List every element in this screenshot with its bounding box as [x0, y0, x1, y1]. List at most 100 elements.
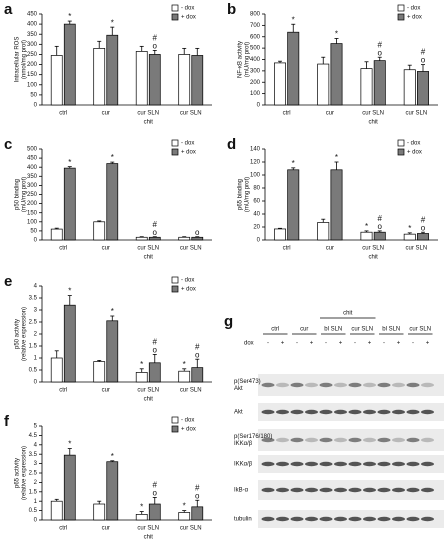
blot-dox: dox — [244, 341, 254, 347]
bar — [135, 514, 148, 521]
error-bar — [67, 295, 72, 306]
bar — [191, 236, 204, 241]
error-bar — [420, 64, 425, 72]
blot-band — [334, 437, 347, 443]
blot-row-label: tubulin — [234, 517, 252, 523]
significance-mark: o — [421, 223, 426, 232]
x-tick-label: cur SLN — [137, 246, 159, 252]
legend-swatch — [397, 148, 405, 156]
significance-mark: o — [153, 42, 158, 51]
x-tick-label: cur SLN — [406, 246, 428, 252]
blot-dox-sign: - — [267, 341, 269, 347]
y-tick-label: 150 — [27, 210, 38, 216]
legend-label: - dox — [407, 6, 420, 12]
y-tick-label: 800 — [250, 12, 261, 18]
y-tick-label: 2.5 — [29, 471, 38, 477]
legend-label: - dox — [181, 278, 194, 284]
x-tick-label: ctrl — [59, 246, 67, 252]
x-tick-label: cur — [102, 111, 110, 117]
blot-band — [305, 437, 318, 443]
blot-band — [348, 409, 362, 415]
x-tick-label: cur SLN — [137, 388, 159, 394]
blot-band — [276, 409, 289, 415]
y-tick-label: 400 — [27, 22, 38, 28]
error-bar — [182, 47, 187, 55]
blot-band — [319, 437, 333, 443]
error-bar — [97, 40, 102, 49]
bar — [63, 23, 76, 106]
error-bar — [67, 166, 72, 169]
blot-dox-sign: + — [310, 341, 314, 347]
bar — [330, 169, 343, 241]
x-tick-label: cur — [102, 246, 110, 252]
panel-label: f — [4, 413, 10, 430]
y-tick-label: 300 — [27, 42, 38, 48]
y-tick-label: 350 — [27, 32, 38, 38]
x-tick-label: cur — [102, 526, 110, 532]
legend-swatch — [171, 148, 179, 156]
y-tick-label: 0.5 — [29, 508, 38, 514]
blot-band — [406, 516, 420, 522]
blot-band — [261, 487, 275, 493]
significance-mark: * — [335, 153, 338, 162]
blot-band — [392, 382, 405, 388]
x-tick-note: chit — [144, 397, 154, 403]
panel-label: a — [4, 1, 13, 18]
y-tick-label: 450 — [27, 156, 38, 162]
blot-group: bl SLN — [382, 327, 400, 333]
blot-dox-sign: - — [296, 341, 298, 347]
y-tick-label: 3.5 — [29, 452, 38, 458]
blot-dox-sign: - — [325, 341, 327, 347]
blot-row-label: IKKα/β — [234, 441, 253, 447]
bar — [135, 236, 148, 241]
error-bar — [97, 500, 102, 505]
blot-row-label: Akt — [234, 386, 243, 392]
blot-row-label: p(Ser176/180) — [234, 434, 272, 440]
significance-mark: * — [183, 360, 186, 369]
x-tick-label: cur SLN — [180, 526, 202, 532]
y-tick-label: 200 — [27, 201, 38, 207]
blot-band — [377, 516, 391, 522]
y-tick-label: 350 — [27, 174, 38, 180]
y-tick-label: 400 — [250, 57, 261, 63]
error-bar — [321, 218, 326, 223]
bar — [373, 60, 386, 106]
y-tick-label: 250 — [27, 192, 38, 198]
y-tick-label: 100 — [250, 173, 261, 179]
blot-band — [319, 409, 333, 415]
blot-band — [406, 382, 420, 388]
y-axis-label: (nmol/mg prot) — [22, 40, 28, 79]
blot-group: ctrl — [271, 327, 279, 333]
error-bar — [278, 60, 283, 63]
y-tick-label: 50 — [30, 228, 37, 234]
x-tick-label: ctrl — [59, 388, 67, 394]
bar — [317, 222, 330, 241]
y-tick-label: 2 — [34, 332, 38, 338]
y-axis-label: (mU/mg prot) — [245, 42, 251, 77]
y-tick-label: 1 — [34, 499, 38, 505]
y-tick-label: 0 — [34, 518, 38, 524]
y-tick-label: 0 — [34, 380, 38, 386]
y-tick-label: 200 — [27, 62, 38, 68]
blot-band — [392, 487, 405, 493]
error-bar — [54, 498, 59, 502]
bar — [50, 55, 63, 106]
error-bar — [195, 47, 200, 56]
bar — [93, 503, 106, 521]
blot-band — [319, 487, 333, 493]
y-tick-label: 0.5 — [29, 368, 38, 374]
significance-mark: * — [68, 158, 71, 167]
bar — [417, 233, 429, 241]
legend-swatch — [171, 425, 179, 433]
error-bar — [407, 232, 412, 235]
blot-dox-sign: - — [354, 341, 356, 347]
blot-band — [363, 487, 376, 493]
blot-band — [421, 409, 434, 415]
y-tick-label: 20 — [253, 225, 260, 231]
bar — [287, 169, 300, 241]
bar — [330, 43, 343, 106]
blot-band — [305, 409, 318, 415]
y-tick-label: 300 — [250, 68, 261, 74]
blot-band — [261, 516, 275, 522]
y-tick-label: 3 — [34, 308, 38, 314]
